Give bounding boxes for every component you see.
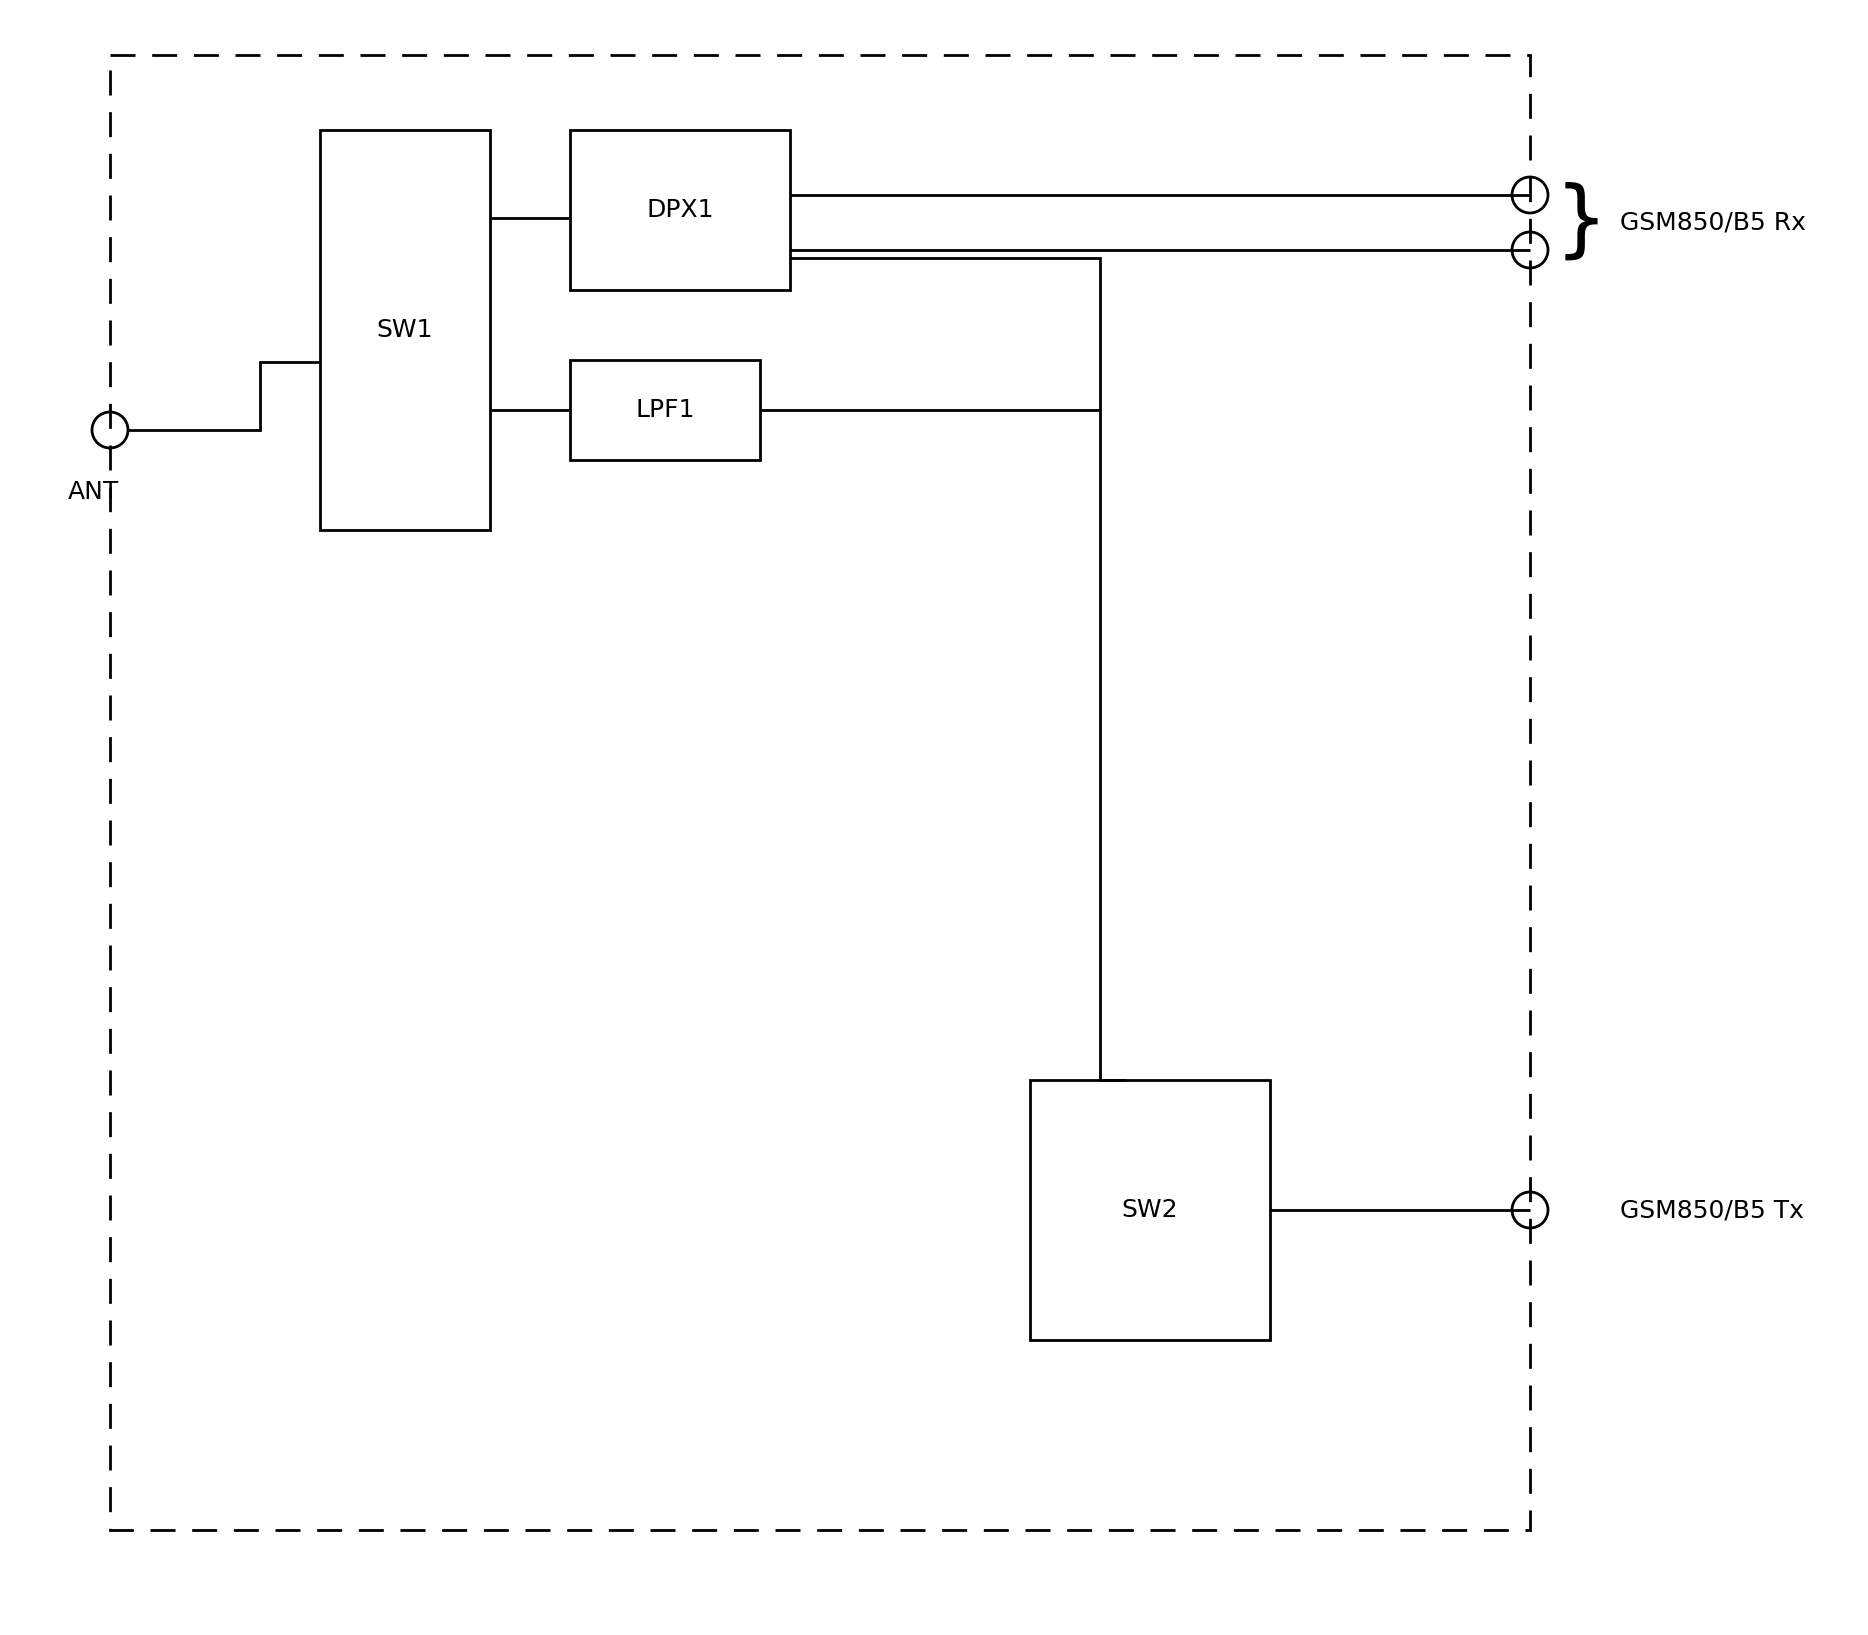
Text: ANT: ANT [67,481,120,504]
Text: SW1: SW1 [377,317,433,342]
Bar [570,131,790,289]
Bar [570,360,760,459]
Text: LPF1: LPF1 [635,397,695,422]
Text: }: } [1554,181,1608,263]
Bar [1029,1081,1270,1341]
Text: SW2: SW2 [1121,1198,1179,1221]
Bar [319,131,489,530]
Text: GSM850/B5 Rx: GSM850/B5 Rx [1620,209,1806,234]
Text: DPX1: DPX1 [646,198,714,222]
Bar [110,56,1530,1530]
Text: GSM850/B5 Tx: GSM850/B5 Tx [1620,1198,1804,1221]
